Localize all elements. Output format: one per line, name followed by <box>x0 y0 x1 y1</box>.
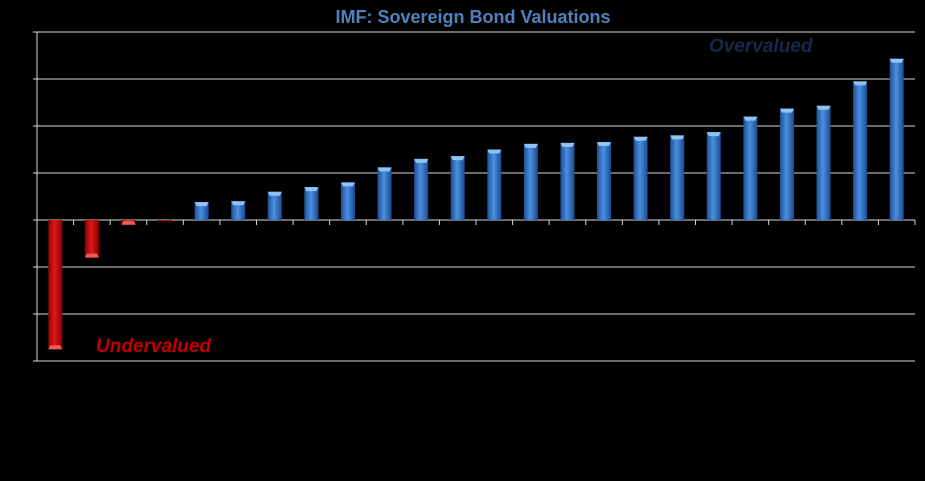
bar-cap <box>523 143 538 148</box>
chart-title: IMF: Sovereign Bond Valuations <box>335 7 610 27</box>
bar-body <box>158 220 173 221</box>
bar-positive <box>816 105 831 220</box>
bar-cap <box>853 81 868 86</box>
bar-body <box>414 158 429 220</box>
bar-body <box>633 136 648 220</box>
bar-cap <box>121 220 136 225</box>
bar-body <box>194 202 209 220</box>
bar-body <box>340 182 355 220</box>
bar-cap <box>889 58 904 63</box>
bar-cap <box>743 116 758 121</box>
bar-cap <box>597 141 612 146</box>
bar-body <box>670 135 685 220</box>
bar-cap <box>414 158 429 163</box>
bar-body <box>523 143 538 220</box>
bar-negative <box>121 220 136 225</box>
bars <box>48 58 904 350</box>
bar-body <box>560 142 575 220</box>
bar-positive <box>231 201 246 220</box>
bar-cap <box>231 201 246 206</box>
overvalued-label: Overvalued <box>709 36 813 57</box>
bar-body <box>816 105 831 220</box>
bar-positive <box>560 142 575 220</box>
bar-body <box>377 167 392 220</box>
bar-cap <box>377 167 392 172</box>
undervalued-label: Undervalued <box>96 336 211 357</box>
bar-cap <box>779 108 794 113</box>
bar-positive <box>779 108 794 220</box>
bar-body <box>231 201 246 220</box>
bar-positive <box>414 158 429 220</box>
bar-positive <box>340 182 355 220</box>
bar-cap <box>340 182 355 187</box>
bar-positive <box>450 156 465 220</box>
bar-positive <box>706 132 721 220</box>
bar-body <box>889 58 904 220</box>
bar-cap <box>487 149 502 154</box>
bar-positive <box>194 202 209 220</box>
bar-body <box>84 220 99 258</box>
bar-body <box>853 81 868 220</box>
bar-positive <box>853 81 868 220</box>
bar-cap <box>304 187 319 192</box>
bar-cap <box>816 105 831 110</box>
bar-body <box>487 149 502 220</box>
bar-cap <box>633 136 648 141</box>
bar-positive <box>487 149 502 220</box>
bar-negative <box>158 220 173 221</box>
bar-positive <box>889 58 904 220</box>
bar-body <box>779 108 794 220</box>
bar-cap <box>450 156 465 161</box>
bar-body <box>267 191 282 220</box>
bar-cap <box>670 135 685 140</box>
bar-positive <box>670 135 685 220</box>
bar-cap <box>706 132 721 137</box>
bar-positive <box>304 187 319 220</box>
bar-positive <box>267 191 282 220</box>
bar-body <box>597 141 612 220</box>
bar-negative <box>48 220 63 350</box>
bar-cap <box>560 142 575 147</box>
bar-positive <box>597 141 612 220</box>
bar-body <box>743 116 758 220</box>
bar-body <box>304 187 319 220</box>
bar-positive <box>743 116 758 220</box>
bar-body <box>706 132 721 220</box>
bar-cap <box>48 345 63 350</box>
bar-cap <box>84 253 99 258</box>
bar-cap <box>194 202 209 207</box>
bar-positive <box>377 167 392 220</box>
bar-body <box>450 156 465 220</box>
bar-body <box>48 220 63 350</box>
bar-positive <box>523 143 538 220</box>
axes <box>33 31 916 362</box>
bar-cap <box>267 191 282 196</box>
bar-positive <box>633 136 648 220</box>
bar-negative <box>84 220 99 258</box>
